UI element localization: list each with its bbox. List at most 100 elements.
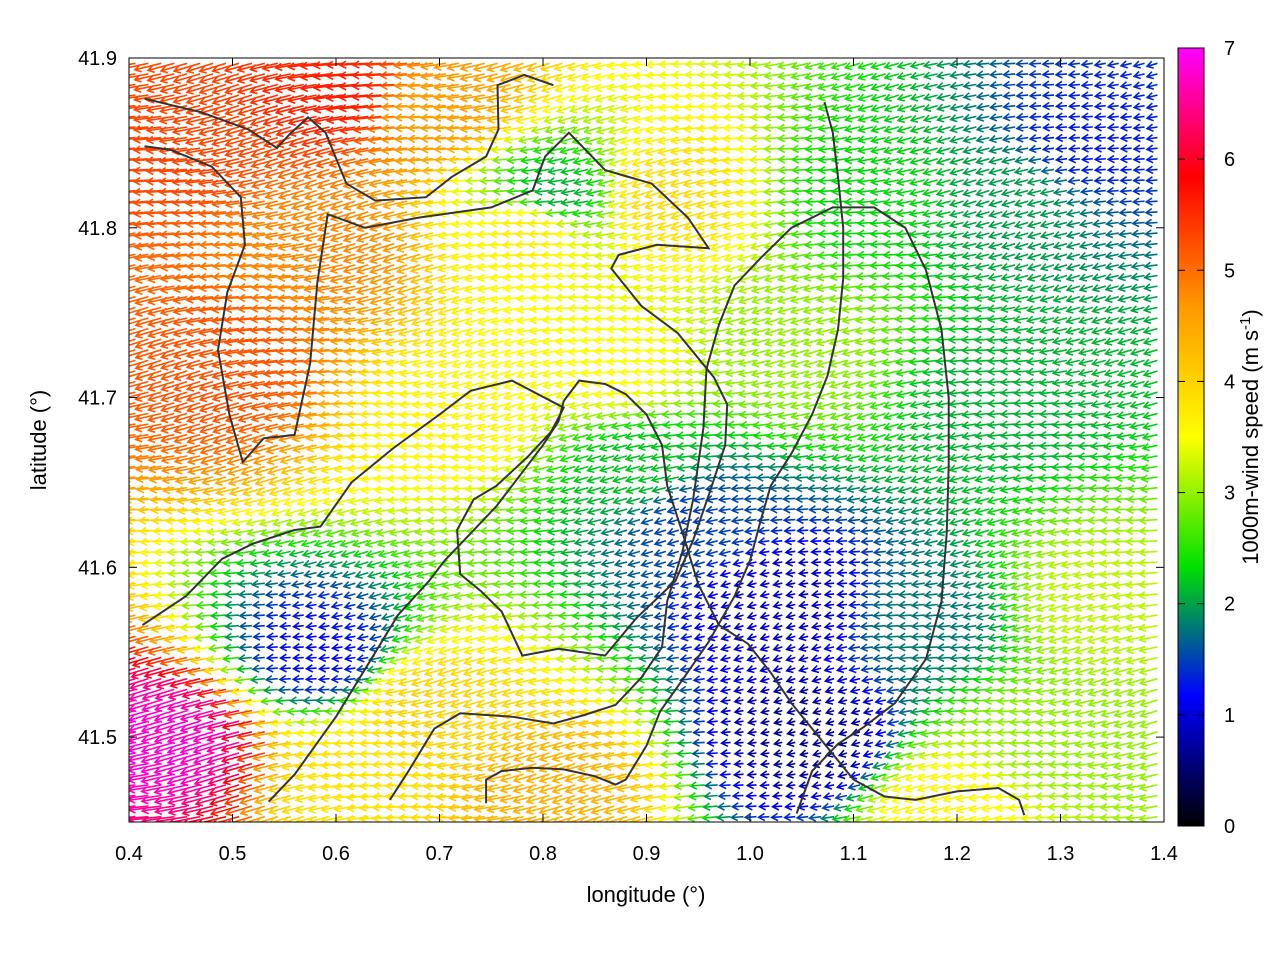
wind-arrow-group: [251, 179, 369, 324]
wind-arrow-group: [759, 675, 796, 790]
axis-ticks: [128, 57, 1165, 822]
wind-arrow-group: [238, 621, 252, 631]
wind-arrow-group: [651, 93, 1107, 684]
wind-arrow-group: [224, 73, 266, 117]
wind-arrow-group: [134, 168, 369, 646]
wind-arrow-group: [329, 570, 912, 684]
wind-arrow-group: [451, 220, 977, 759]
wind-arrow-group: [231, 251, 615, 527]
wind-arrow-group: [846, 219, 1119, 599]
wind-arrow-group: [936, 664, 951, 673]
wind-arrow-group: [677, 135, 1094, 483]
wind-arrow-group: [403, 62, 1016, 601]
wind-arrow-group: [910, 527, 925, 537]
wind-arrow-group: [453, 494, 1145, 793]
wind-arrow-group: [492, 187, 511, 196]
wind-arrow-group: [847, 112, 1132, 620]
wind-arrow-group: [220, 752, 253, 764]
wind-arrow-group: [885, 537, 899, 547]
wind-arrow-group: [453, 315, 1068, 695]
wind-arrow-group: [278, 70, 1106, 610]
wind-arrow-group: [329, 211, 395, 325]
wind-arrow-group: [639, 134, 1016, 631]
wind-arrow-group: [593, 70, 731, 706]
wind-arrow-group: [707, 601, 822, 801]
wind-arrow-group: [330, 91, 1158, 632]
wind-arrow-group: [571, 209, 641, 430]
wind-arrow-group: [336, 508, 511, 622]
wind-arrow-group: [558, 444, 1016, 674]
wind-arrow-group: [249, 73, 279, 95]
wind-arrow-group: [1014, 156, 1029, 165]
wind-arrow-group: [247, 93, 1055, 695]
wind-arrow-group: [338, 93, 938, 727]
wind-arrow-group: [291, 70, 1055, 599]
wind-arrow-group: [220, 741, 253, 753]
contour-line: [388, 206, 950, 814]
wind-arrow-group: [209, 145, 951, 631]
wind-arrow-group: [129, 125, 511, 521]
wind-arrow-group: [355, 123, 1106, 822]
wind-arrow-group: [179, 773, 214, 787]
wind-arrow-group: [278, 176, 1132, 684]
wind-arrow-group: [1041, 91, 1158, 154]
wind-arrow-group: [129, 83, 343, 640]
wind-arrow-group: [746, 717, 757, 726]
wind-arrow-group: [633, 399, 990, 759]
wind-arrow-group: [652, 495, 886, 642]
wind-arrow-group: [809, 536, 822, 546]
wind-arrow-group: [209, 135, 1158, 705]
wind-arrow-group: [594, 230, 1132, 812]
wind-arrow-group: [368, 61, 447, 232]
wind-arrow-group: [806, 166, 1145, 483]
wind-arrow-group: [746, 706, 757, 716]
wind-arrow-group: [236, 146, 1094, 716]
wind-arrow-group: [129, 199, 278, 414]
wind-arrow-group: [559, 146, 1029, 495]
wind-arrow-group: [286, 92, 1029, 623]
wind-arrow-group: [380, 548, 925, 642]
wind-arrow-group: [195, 82, 835, 812]
wind-arrow-group: [158, 158, 279, 218]
y-tick-label: 41.7: [78, 388, 117, 410]
wind-arrow-group: [427, 123, 796, 579]
wind-arrow-group: [707, 622, 744, 674]
wind-arrow-group: [791, 155, 1003, 685]
wind-arrow-group: [859, 621, 886, 674]
wind-arrow-group: [428, 412, 1029, 695]
terrain-contour-lines: [141, 73, 1026, 816]
wind-arrow-group: [758, 558, 822, 801]
wind-arrow-group: [746, 568, 809, 642]
wind-arrow-group: [317, 60, 1158, 600]
wind-arrow-group: [974, 643, 990, 653]
wind-arrow-group: [129, 773, 175, 785]
wind-arrow-group: [530, 81, 990, 804]
wind-arrow-group: [211, 179, 343, 410]
wind-arrow-group: [703, 197, 1106, 790]
wind-arrow-group: [606, 81, 731, 284]
wind-arrow-group: [257, 81, 900, 815]
wind-arrow-group: [770, 812, 783, 822]
wind-arrow-group: [1054, 80, 1093, 100]
wind-arrow-group: [162, 317, 641, 822]
wind-arrow-group: [897, 103, 977, 526]
wind-arrow-group: [129, 83, 343, 654]
wind-arrow-group: [252, 59, 1093, 641]
wind-arrow-group: [335, 91, 900, 804]
wind-arrow-group: [177, 295, 615, 771]
wind-arrow-group: [678, 70, 1003, 515]
wind-arrow-group: [1080, 91, 1158, 175]
wind-arrow-group: [666, 70, 1080, 705]
x-tick-label: 1.0: [736, 843, 764, 865]
wind-arrow-group: [129, 699, 227, 796]
wind-arrow-group: [650, 675, 666, 684]
wind-arrow-group: [167, 805, 201, 816]
wind-arrow-group: [640, 527, 886, 567]
wind-arrow-group: [573, 294, 1107, 589]
wind-arrow-group: [283, 123, 990, 822]
wind-arrow-group: [573, 72, 1016, 727]
y-tick-labels: 41.5 41.6 41.7 41.8 41.9: [78, 48, 117, 749]
wind-arrow-group: [533, 114, 1132, 653]
wind-arrow-group: [234, 165, 1016, 652]
wind-arrow-group: [490, 145, 511, 155]
